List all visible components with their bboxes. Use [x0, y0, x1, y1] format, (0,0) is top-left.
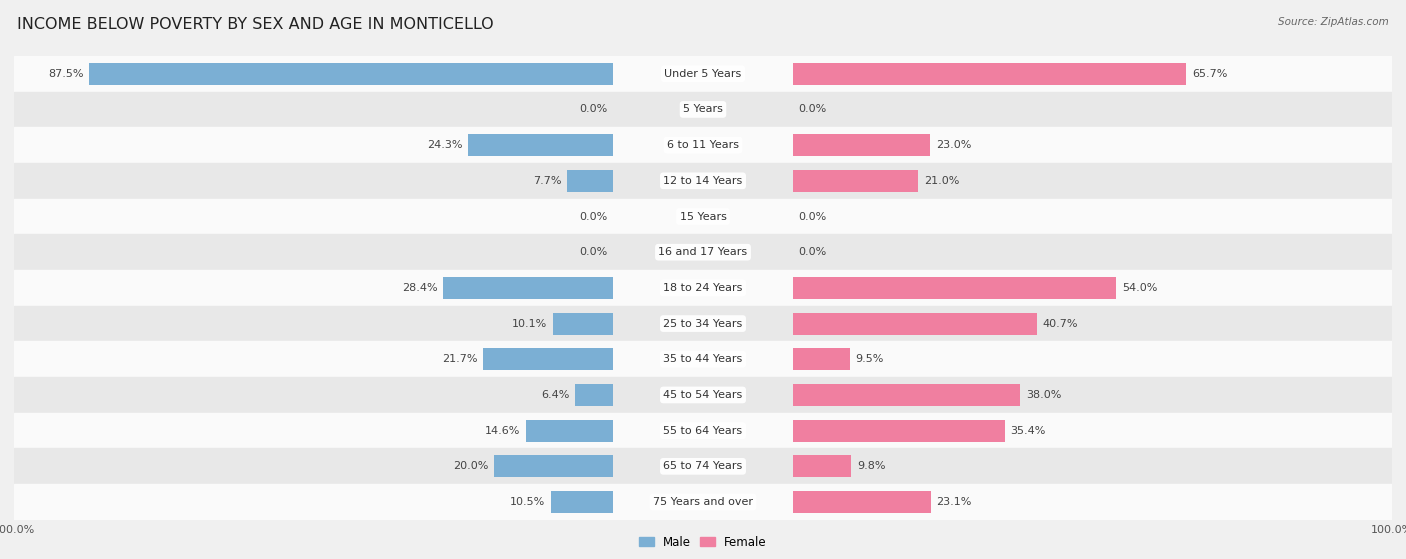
Bar — [793, 384, 1021, 406]
Bar — [575, 384, 613, 406]
Legend: Male, Female: Male, Female — [634, 531, 772, 553]
Text: 10.5%: 10.5% — [510, 497, 546, 507]
Text: 0.0%: 0.0% — [579, 247, 607, 257]
Text: 24.3%: 24.3% — [427, 140, 463, 150]
Text: 23.0%: 23.0% — [936, 140, 972, 150]
Bar — [567, 170, 613, 192]
Bar — [14, 92, 1392, 127]
Bar — [14, 342, 1392, 377]
Text: 65 to 74 Years: 65 to 74 Years — [664, 461, 742, 471]
Bar — [793, 170, 918, 192]
Text: 7.7%: 7.7% — [533, 176, 562, 186]
Text: 9.8%: 9.8% — [856, 461, 886, 471]
Text: 16 and 17 Years: 16 and 17 Years — [658, 247, 748, 257]
Bar — [468, 134, 613, 156]
Bar — [494, 455, 613, 477]
Bar — [14, 270, 1392, 306]
Text: 9.5%: 9.5% — [855, 354, 883, 364]
Bar — [443, 277, 613, 299]
Bar — [14, 163, 1392, 198]
Bar — [553, 312, 613, 335]
Bar — [14, 306, 1392, 342]
Text: 45 to 54 Years: 45 to 54 Years — [664, 390, 742, 400]
Text: 0.0%: 0.0% — [579, 211, 607, 221]
Text: 0.0%: 0.0% — [579, 105, 607, 115]
Bar — [484, 348, 613, 370]
Text: 15 Years: 15 Years — [679, 211, 727, 221]
Bar — [793, 348, 849, 370]
Text: 0.0%: 0.0% — [799, 211, 827, 221]
Text: 6.4%: 6.4% — [541, 390, 569, 400]
Text: 0.0%: 0.0% — [799, 105, 827, 115]
Text: 10.1%: 10.1% — [512, 319, 547, 329]
Bar — [14, 127, 1392, 163]
Text: 23.1%: 23.1% — [936, 497, 972, 507]
Text: 75 Years and over: 75 Years and over — [652, 497, 754, 507]
Bar — [14, 484, 1392, 520]
Text: 25 to 34 Years: 25 to 34 Years — [664, 319, 742, 329]
Text: 55 to 64 Years: 55 to 64 Years — [664, 425, 742, 435]
Text: 35.4%: 35.4% — [1011, 425, 1046, 435]
Bar — [14, 198, 1392, 234]
Text: Under 5 Years: Under 5 Years — [665, 69, 741, 79]
Bar — [793, 277, 1116, 299]
Bar — [793, 63, 1187, 85]
Text: 35 to 44 Years: 35 to 44 Years — [664, 354, 742, 364]
Text: 28.4%: 28.4% — [402, 283, 437, 293]
Text: 65.7%: 65.7% — [1192, 69, 1227, 79]
Text: 54.0%: 54.0% — [1122, 283, 1157, 293]
Bar — [793, 134, 931, 156]
Bar — [14, 56, 1392, 92]
Text: 40.7%: 40.7% — [1042, 319, 1077, 329]
Bar — [526, 420, 613, 442]
Text: INCOME BELOW POVERTY BY SEX AND AGE IN MONTICELLO: INCOME BELOW POVERTY BY SEX AND AGE IN M… — [17, 17, 494, 32]
Text: 14.6%: 14.6% — [485, 425, 520, 435]
Text: 18 to 24 Years: 18 to 24 Years — [664, 283, 742, 293]
Text: 5 Years: 5 Years — [683, 105, 723, 115]
Bar — [14, 377, 1392, 413]
Text: 20.0%: 20.0% — [453, 461, 488, 471]
Bar — [793, 420, 1005, 442]
Bar — [14, 234, 1392, 270]
Text: 21.0%: 21.0% — [924, 176, 959, 186]
Text: 12 to 14 Years: 12 to 14 Years — [664, 176, 742, 186]
Bar — [793, 312, 1036, 335]
Bar — [14, 448, 1392, 484]
Bar — [14, 413, 1392, 448]
Text: 6 to 11 Years: 6 to 11 Years — [666, 140, 740, 150]
Text: 38.0%: 38.0% — [1026, 390, 1062, 400]
Text: 21.7%: 21.7% — [443, 354, 478, 364]
Bar — [793, 491, 931, 513]
Bar — [793, 455, 851, 477]
Bar — [551, 491, 613, 513]
Text: 87.5%: 87.5% — [48, 69, 83, 79]
Text: Source: ZipAtlas.com: Source: ZipAtlas.com — [1278, 17, 1389, 27]
Bar — [89, 63, 613, 85]
Text: 0.0%: 0.0% — [799, 247, 827, 257]
